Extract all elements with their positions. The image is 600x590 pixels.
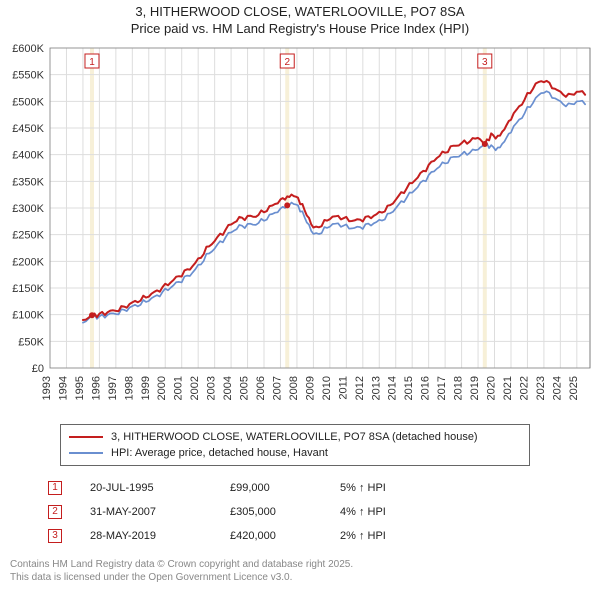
svg-text:3: 3 [482,57,488,68]
legend-label: 3, HITHERWOOD CLOSE, WATERLOOVILLE, PO7 … [111,431,478,443]
svg-text:2022: 2022 [518,376,530,400]
transaction-row: 2 31-MAY-2007£305,0004% ↑ HPI [48,500,600,524]
legend-row: 3, HITHERWOOD CLOSE, WATERLOOVILLE, PO7 … [69,429,521,445]
transaction-marker: 1 [48,481,62,495]
title-line-2: Price paid vs. HM Land Registry's House … [0,21,600,38]
legend-swatch [69,452,103,454]
transaction-note: 2% ↑ HPI [340,530,386,542]
transaction-note: 5% ↑ HPI [340,482,386,494]
svg-text:2005: 2005 [239,376,251,400]
svg-text:1: 1 [89,57,95,68]
svg-text:2000: 2000 [156,376,168,400]
transaction-price: £305,000 [230,506,340,518]
svg-text:2024: 2024 [551,376,563,400]
svg-text:2025: 2025 [568,376,580,400]
svg-text:2020: 2020 [486,376,498,400]
svg-text:2013: 2013 [370,376,382,400]
svg-text:£50K: £50K [18,336,44,348]
legend-swatch [69,436,103,438]
line-chart: £0 £50K £100K £150K £200K £250K £300K £350K £400… [0,38,600,418]
svg-text:£150K: £150K [12,283,44,295]
svg-text:2003: 2003 [206,376,218,400]
title-block: 3, HITHERWOOD CLOSE, WATERLOOVILLE, PO7 … [0,0,600,38]
svg-text:2006: 2006 [255,376,267,400]
svg-text:1995: 1995 [74,376,86,400]
title-line-1: 3, HITHERWOOD CLOSE, WATERLOOVILLE, PO7 … [0,4,600,21]
attribution-line-2: This data is licensed under the Open Gov… [10,571,590,584]
svg-text:£450K: £450K [12,123,44,135]
figure-container: 3, HITHERWOOD CLOSE, WATERLOOVILLE, PO7 … [0,0,600,590]
transaction-table: 1 20-JUL-1995£99,0005% ↑ HPI 2 31-MAY-2007£… [48,476,600,548]
svg-text:2010: 2010 [321,376,333,400]
svg-text:2008: 2008 [288,376,300,400]
transaction-price: £99,000 [230,482,340,494]
svg-text:2: 2 [284,57,290,68]
svg-text:2018: 2018 [453,376,465,400]
svg-text:1996: 1996 [90,376,102,400]
svg-text:2016: 2016 [420,376,432,400]
svg-text:2011: 2011 [337,376,349,400]
transaction-date: 31-MAY-2007 [90,506,230,518]
chart-area: £0 £50K £100K £150K £200K £250K £300K £350K £400… [0,38,600,418]
svg-text:1998: 1998 [123,376,135,400]
svg-text:£500K: £500K [12,96,44,108]
svg-text:1999: 1999 [140,376,152,400]
svg-text:£400K: £400K [12,149,44,161]
svg-text:1994: 1994 [57,376,69,400]
svg-text:£550K: £550K [12,69,44,81]
legend: 3, HITHERWOOD CLOSE, WATERLOOVILLE, PO7 … [60,424,530,466]
svg-text:2019: 2019 [469,376,481,400]
svg-text:2002: 2002 [189,376,201,400]
svg-text:2009: 2009 [304,376,316,400]
svg-text:2007: 2007 [271,376,283,400]
transaction-row: 1 20-JUL-1995£99,0005% ↑ HPI [48,476,600,500]
svg-text:£0: £0 [32,363,44,375]
attribution-line-1: Contains HM Land Registry data © Crown c… [10,558,590,571]
svg-text:2021: 2021 [502,376,514,400]
svg-text:2001: 2001 [173,376,185,400]
svg-text:1997: 1997 [107,376,119,400]
svg-text:£100K: £100K [12,309,44,321]
svg-text:£600K: £600K [12,43,44,55]
svg-text:2023: 2023 [535,376,547,400]
svg-text:2012: 2012 [354,376,366,400]
svg-text:2014: 2014 [387,376,399,400]
svg-text:2017: 2017 [436,376,448,400]
attribution: Contains HM Land Registry data © Crown c… [10,558,590,584]
transaction-row: 3 28-MAY-2019£420,0002% ↑ HPI [48,524,600,548]
legend-row: HPI: Average price, detached house, Hava… [69,445,521,461]
svg-text:£250K: £250K [12,229,44,241]
transaction-date: 20-JUL-1995 [90,482,230,494]
transaction-date: 28-MAY-2019 [90,530,230,542]
svg-text:£350K: £350K [12,176,44,188]
svg-text:£300K: £300K [12,203,44,215]
transaction-price: £420,000 [230,530,340,542]
svg-text:1993: 1993 [41,376,53,400]
svg-text:2015: 2015 [403,376,415,400]
transaction-marker: 2 [48,505,62,519]
transaction-marker: 3 [48,529,62,543]
transaction-note: 4% ↑ HPI [340,506,386,518]
svg-text:2004: 2004 [222,376,234,400]
legend-label: HPI: Average price, detached house, Hava… [111,447,328,459]
svg-text:£200K: £200K [12,256,44,268]
